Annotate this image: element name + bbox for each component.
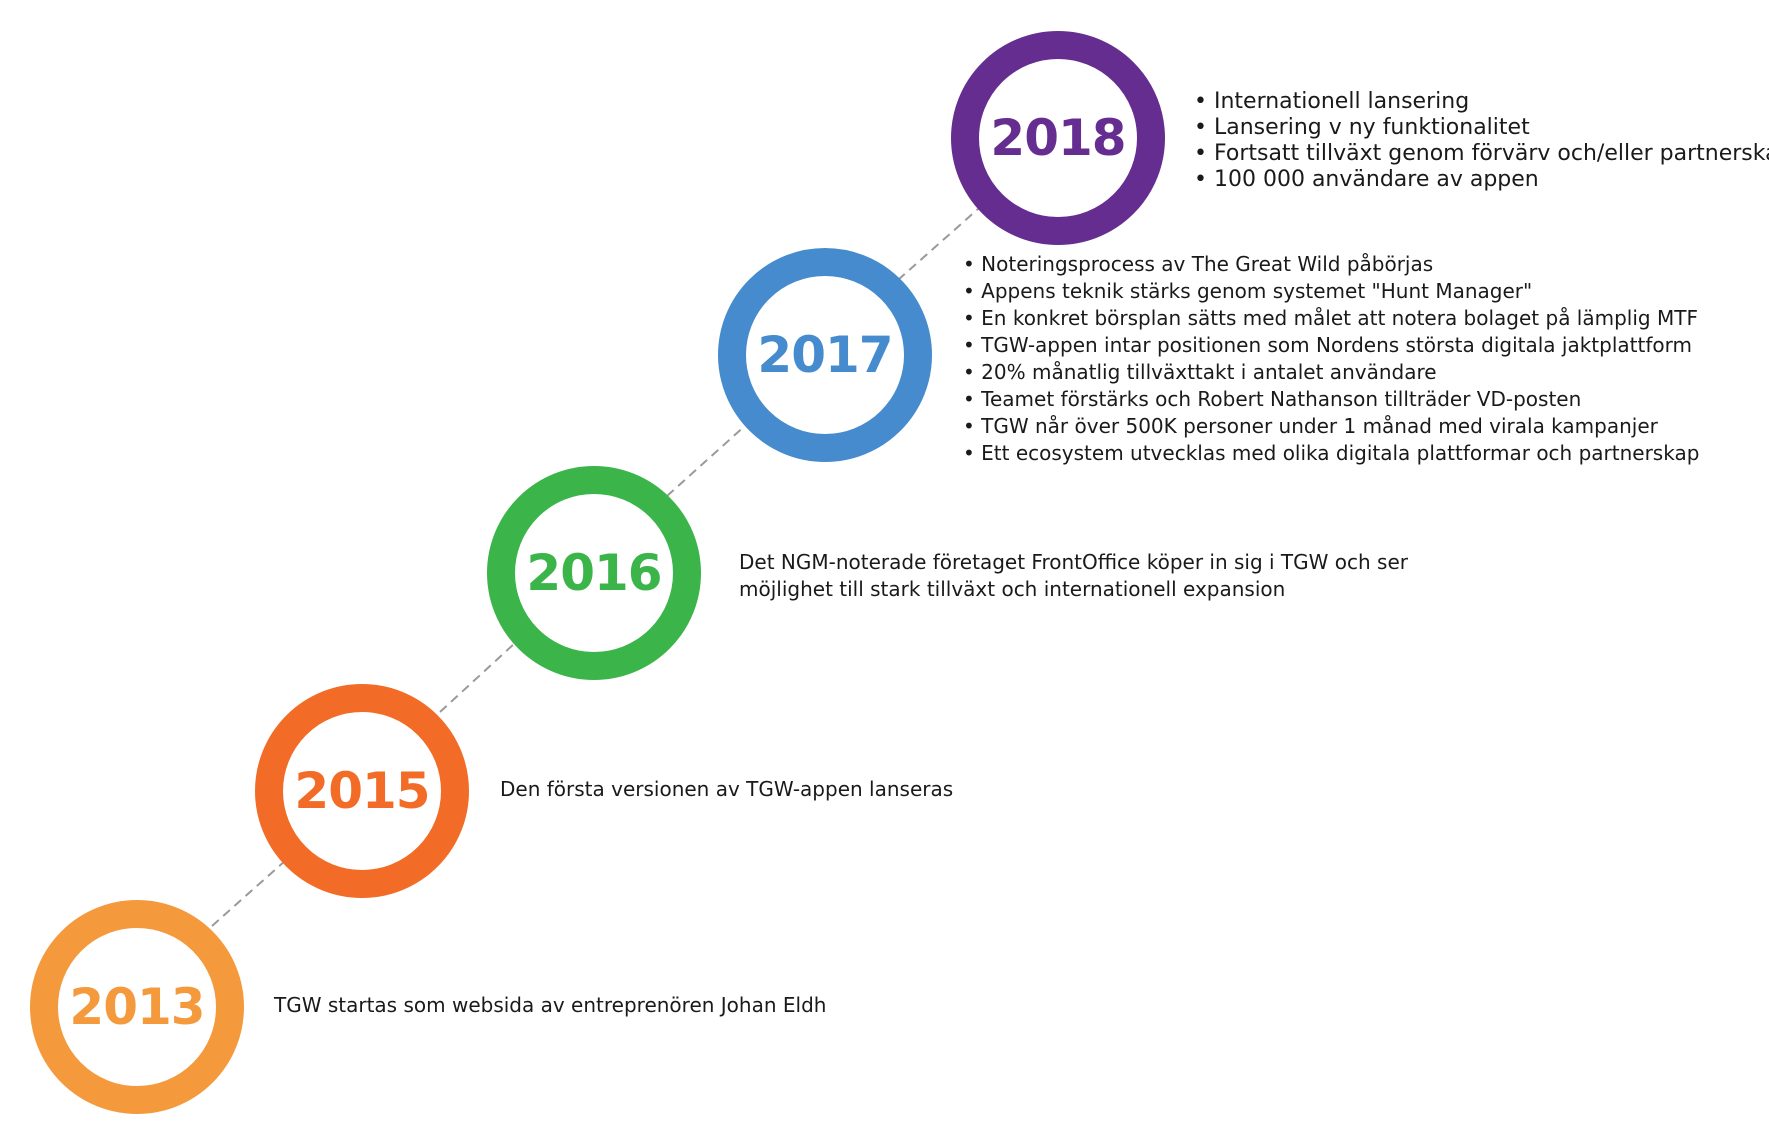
connector-2016-2017 (666, 423, 748, 497)
bullet-item: Teamet förstärks och Robert Nathanson ti… (963, 386, 1699, 413)
bullet-list-2018: Internationell lansering Lansering v ny … (1194, 89, 1769, 193)
bullet-item: Noteringsprocess av The Great Wild påbör… (963, 251, 1699, 278)
connector-2017-2018 (897, 208, 979, 281)
connector-2015-2016 (439, 642, 516, 713)
milestone-description-2013: TGW startas som websida av entreprenören… (274, 993, 827, 1017)
milestone-description-2016: Det NGM-noterade företaget FrontOffice k… (739, 550, 1408, 601)
milestone-bullets-2018: Internationell lansering Lansering v ny … (1194, 89, 1769, 193)
bullet-item: Fortsatt tillväxt genom förvärv och/elle… (1194, 141, 1769, 167)
bullet-item: Appens teknik stärks genom systemet "Hun… (963, 278, 1699, 305)
bullet-item: En konkret börsplan sätts med målet att … (963, 305, 1699, 332)
bullet-item: 100 000 användare av appen (1194, 167, 1769, 193)
bullet-item: Lansering v ny funktionalitet (1194, 115, 1769, 141)
milestone-circle-2018: 2018 (951, 31, 1165, 245)
bullet-item: TGW når över 500K personer under 1 månad… (963, 413, 1699, 440)
bullet-item: TGW-appen intar positionen som Nordens s… (963, 332, 1699, 359)
milestone-description-2015: Den första versionen av TGW-appen lanser… (500, 777, 954, 801)
bullet-item: 20% månatlig tillväxttakt i antalet anvä… (963, 359, 1699, 386)
milestone-circle-2013: 2013 (30, 900, 244, 1114)
milestone-bullets-2017: Noteringsprocess av The Great Wild påbör… (963, 251, 1699, 467)
milestone-year-2015: 2015 (294, 762, 430, 820)
milestone-year-2013: 2013 (69, 978, 205, 1036)
milestone-circle-2015: 2015 (255, 684, 469, 898)
milestone-year-2016: 2016 (526, 544, 662, 602)
bullet-item: Ett ecosystem utvecklas med olika digita… (963, 440, 1699, 467)
bullet-list-2017: Noteringsprocess av The Great Wild påbör… (963, 251, 1699, 467)
connector-2013-2015 (211, 859, 287, 927)
milestone-circle-2016: 2016 (487, 466, 701, 680)
milestone-circle-2017: 2017 (718, 248, 932, 462)
bullet-item: Internationell lansering (1194, 89, 1769, 115)
milestone-year-2018: 2018 (990, 109, 1126, 167)
milestone-year-2017: 2017 (757, 326, 893, 384)
